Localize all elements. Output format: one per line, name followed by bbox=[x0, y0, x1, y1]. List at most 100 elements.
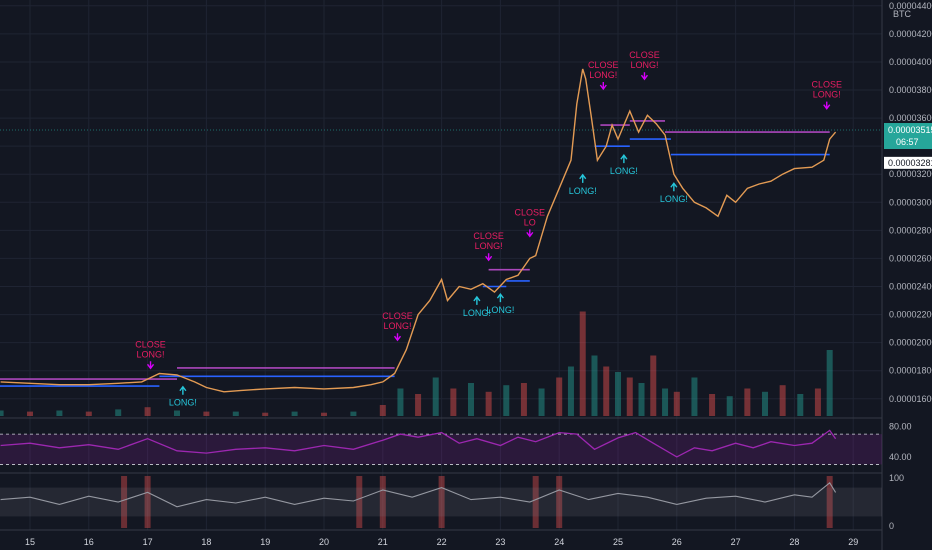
time-tick-label: 15 bbox=[25, 537, 35, 547]
volume-bar bbox=[603, 366, 610, 416]
volume-bar bbox=[744, 388, 751, 416]
price-tick-label: 0.00003000 bbox=[889, 197, 932, 207]
price-tick-label: 0.00002200 bbox=[889, 310, 932, 320]
up-arrow-icon bbox=[579, 173, 587, 183]
price-line bbox=[0, 68, 837, 393]
down-arrow-icon bbox=[393, 333, 402, 342]
oscillator-highlight bbox=[556, 476, 563, 528]
signal-labels: CLOSELONG!LONG!CLOSELONG!CLOSELONG!LONG!… bbox=[135, 50, 842, 408]
signal-text: LONG! bbox=[569, 186, 597, 196]
signal-text: CLOSE bbox=[473, 231, 504, 241]
volume-bar bbox=[638, 383, 645, 416]
volume-bar bbox=[432, 377, 439, 416]
volume-bar bbox=[85, 411, 92, 416]
oscillator-highlight bbox=[379, 476, 386, 528]
volume-bar bbox=[485, 391, 492, 416]
signal-text: CLOSE bbox=[135, 339, 166, 349]
up-arrow-icon bbox=[496, 292, 504, 303]
oscillator-highlight bbox=[144, 476, 151, 528]
time-tick-label: 26 bbox=[672, 537, 682, 547]
volume-bar bbox=[662, 388, 669, 416]
price-tick-label: 0.00002000 bbox=[889, 338, 932, 348]
price-axis[interactable]: 0.00001600 0.00001800 0.00002000 0.00002200… bbox=[884, 1, 932, 531]
price-tick-label: 0.00004400 bbox=[889, 1, 932, 11]
volume-bar bbox=[503, 385, 510, 416]
time-tick-label: 27 bbox=[731, 537, 741, 547]
long-signal: LONG! bbox=[169, 385, 197, 408]
volume-bar bbox=[350, 411, 357, 416]
time-tick-label: 21 bbox=[378, 537, 388, 547]
volume-bar bbox=[709, 394, 716, 416]
volume-bars bbox=[0, 311, 833, 416]
rsi-line bbox=[0, 429, 837, 458]
price-tick-label: 0.00003200 bbox=[889, 169, 932, 179]
price-tick-label: 0.00001600 bbox=[889, 394, 932, 404]
price-tick-label: 0.00004000 bbox=[889, 57, 932, 67]
volume-bar bbox=[673, 391, 680, 416]
rsi-tick-label: 80.00 bbox=[889, 422, 912, 432]
volume-bar bbox=[538, 388, 545, 416]
volume-bar bbox=[397, 388, 404, 416]
rsi-pane bbox=[0, 429, 882, 465]
price-tick-label: 0.00001800 bbox=[889, 366, 932, 376]
oscillator-line bbox=[0, 481, 837, 508]
time-tick-label: 18 bbox=[201, 537, 211, 547]
volume-bar bbox=[626, 377, 633, 416]
oscillator-tick-label: 100 bbox=[889, 473, 904, 483]
long-signal: LONG! bbox=[610, 154, 638, 176]
signal-text: LONG! bbox=[169, 398, 197, 408]
price-tick-label: 0.00004200 bbox=[889, 29, 932, 39]
price-tick-label: 0.00002800 bbox=[889, 225, 932, 235]
volume-bar bbox=[56, 410, 63, 416]
down-arrow-icon bbox=[823, 101, 831, 110]
countdown-label: 06:57 bbox=[896, 137, 919, 147]
oscillator-highlight bbox=[121, 476, 128, 528]
signal-text: LONG! bbox=[589, 70, 617, 80]
volume-bar bbox=[232, 411, 239, 416]
up-arrow-icon bbox=[473, 295, 481, 305]
long-signal: LONG! bbox=[569, 173, 597, 196]
time-tick-label: 29 bbox=[848, 537, 858, 547]
oscillator-highlight bbox=[826, 476, 833, 528]
volume-bar bbox=[0, 410, 4, 416]
volume-bar bbox=[520, 383, 527, 416]
volume-bar bbox=[567, 366, 574, 416]
down-arrow-icon bbox=[526, 229, 534, 238]
volume-bar bbox=[27, 411, 33, 416]
volume-bar bbox=[415, 394, 422, 416]
time-tick-label: 22 bbox=[437, 537, 447, 547]
long-signal: LONG! bbox=[463, 295, 491, 318]
time-tick-label: 17 bbox=[143, 537, 153, 547]
down-arrow-icon bbox=[599, 82, 607, 91]
signal-text: LO bbox=[524, 217, 536, 227]
volume-bar bbox=[144, 407, 151, 416]
rsi-band bbox=[0, 434, 882, 465]
long-signal: LONG! bbox=[660, 182, 688, 204]
time-tick-label: 25 bbox=[613, 537, 623, 547]
volume-bar bbox=[291, 411, 298, 416]
down-arrow-icon bbox=[640, 72, 649, 81]
last-price-badge bbox=[884, 123, 932, 150]
volume-bar bbox=[262, 412, 269, 416]
signal-text: LONG! bbox=[137, 349, 165, 359]
time-tick-label: 23 bbox=[495, 537, 505, 547]
time-tick-label: 16 bbox=[84, 537, 94, 547]
down-arrow-icon bbox=[146, 361, 155, 370]
long-signal: LONG! bbox=[486, 292, 514, 315]
volume-bar bbox=[468, 383, 474, 416]
signal-text: CLOSE bbox=[588, 60, 619, 70]
time-tick-label: 19 bbox=[260, 537, 270, 547]
oscillator-pane bbox=[0, 476, 882, 528]
volume-bar bbox=[691, 377, 698, 416]
time-axis[interactable]: 15 16 17 18 19 20 21 22 23 24 25 26 27 28 29 bbox=[25, 537, 858, 547]
volume-bar bbox=[321, 412, 327, 416]
signal-text: LONG! bbox=[486, 305, 514, 315]
